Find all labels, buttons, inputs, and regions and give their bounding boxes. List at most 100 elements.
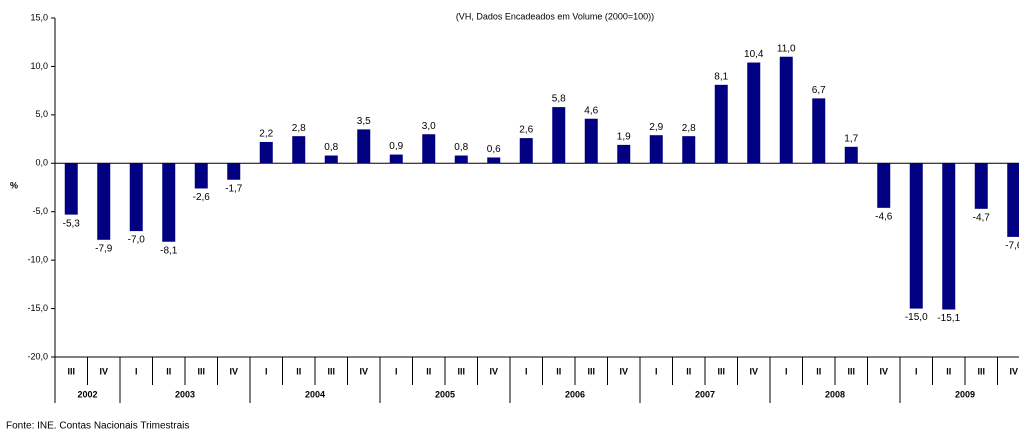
x-tick-label: II [686, 366, 691, 376]
value-label: 2,9 [649, 122, 663, 133]
x-tick-label: II [296, 366, 301, 376]
value-label: -5,3 [63, 218, 81, 229]
value-label: -15,1 [937, 313, 960, 324]
value-label: -15,0 [905, 312, 928, 323]
year-label: 2004 [305, 389, 325, 399]
bar [844, 146, 858, 164]
value-label: 0,8 [454, 142, 468, 153]
y-tick-label: 5,0 [35, 109, 48, 119]
year-label: 2007 [695, 389, 715, 399]
value-label: 3,5 [357, 116, 371, 127]
bar [747, 62, 761, 164]
y-tick-label: 10,0 [30, 61, 48, 71]
x-tick-label: III [197, 366, 205, 376]
x-tick-label: II [426, 366, 431, 376]
value-label: 2,8 [292, 123, 306, 134]
bar [909, 163, 923, 309]
value-label: 2,2 [259, 129, 273, 140]
x-tick-label: III [977, 366, 985, 376]
y-tick-label: -5,0 [32, 206, 48, 216]
value-label: 8,1 [714, 71, 728, 82]
y-axis-label: % [10, 180, 18, 190]
value-label: -4,7 [973, 212, 991, 223]
bar [617, 144, 631, 164]
value-label: -7,9 [95, 243, 113, 254]
x-tick-label: II [946, 366, 951, 376]
year-label: 2005 [435, 389, 455, 399]
bar [812, 98, 826, 164]
x-tick-label: IV [229, 366, 238, 376]
x-tick-label: II [816, 366, 821, 376]
x-tick-label: IV [619, 366, 628, 376]
value-label: -7,0 [128, 235, 146, 246]
value-label: 10,4 [744, 49, 764, 60]
value-label: 0,9 [389, 141, 403, 152]
value-label: 0,8 [324, 142, 338, 153]
value-label: 1,7 [844, 133, 858, 144]
year-label: 2008 [825, 389, 845, 399]
bar [292, 136, 306, 164]
x-tick-label: I [915, 366, 918, 376]
bar [974, 163, 988, 209]
value-label: -7,6 [1005, 241, 1019, 252]
bar [1007, 163, 1019, 237]
bar [877, 163, 891, 208]
value-label: 0,6 [487, 144, 501, 155]
value-label: -2,6 [193, 192, 211, 203]
year-label: 2006 [565, 389, 585, 399]
bar [779, 56, 793, 164]
x-tick-label: III [67, 366, 75, 376]
value-label: 2,6 [519, 125, 533, 136]
x-tick-label: IV [489, 366, 498, 376]
x-tick-label: I [265, 366, 268, 376]
x-tick-label: II [556, 366, 561, 376]
x-tick-label: III [587, 366, 595, 376]
bar [324, 155, 338, 164]
bar [97, 163, 111, 240]
value-label: 4,6 [584, 105, 598, 116]
bar [357, 129, 371, 164]
bar [552, 107, 566, 164]
value-label: 11,0 [777, 43, 796, 54]
x-tick-label: I [135, 366, 138, 376]
bar [682, 136, 696, 164]
bar [584, 118, 598, 164]
x-tick-label: II [166, 366, 171, 376]
year-label: 2009 [955, 389, 975, 399]
bar [487, 157, 501, 164]
bar [454, 155, 468, 164]
year-label: 2003 [175, 389, 195, 399]
bar [389, 154, 403, 164]
bar [942, 163, 956, 310]
bar [649, 135, 663, 164]
x-tick-label: III [457, 366, 465, 376]
bar [714, 84, 728, 164]
x-tick-label: IV [359, 366, 368, 376]
x-tick-label: I [655, 366, 658, 376]
x-tick-label: III [327, 366, 335, 376]
x-tick-label: III [847, 366, 855, 376]
value-label: 2,8 [682, 123, 696, 134]
x-tick-label: IV [99, 366, 108, 376]
bar [129, 163, 143, 232]
value-label: -8,1 [160, 245, 178, 256]
x-tick-label: IV [1009, 366, 1018, 376]
y-tick-label: -15,0 [27, 303, 48, 313]
y-tick-label: 15,0 [30, 12, 48, 22]
value-label: 6,7 [812, 85, 826, 96]
x-tick-label: I [395, 366, 398, 376]
x-tick-label: IV [879, 366, 888, 376]
value-label: 3,0 [422, 121, 436, 132]
value-label: 1,9 [617, 132, 631, 143]
y-tick-label: -10,0 [27, 255, 48, 265]
bar [227, 163, 241, 180]
bar [162, 163, 176, 242]
bar [259, 141, 273, 164]
y-tick-label: 0,0 [35, 158, 48, 168]
value-label: -4,6 [875, 211, 893, 222]
source: Fonte: INE. Contas Nacionais Trimestrais [6, 421, 189, 432]
x-tick-label: IV [749, 366, 758, 376]
bar [519, 138, 533, 164]
